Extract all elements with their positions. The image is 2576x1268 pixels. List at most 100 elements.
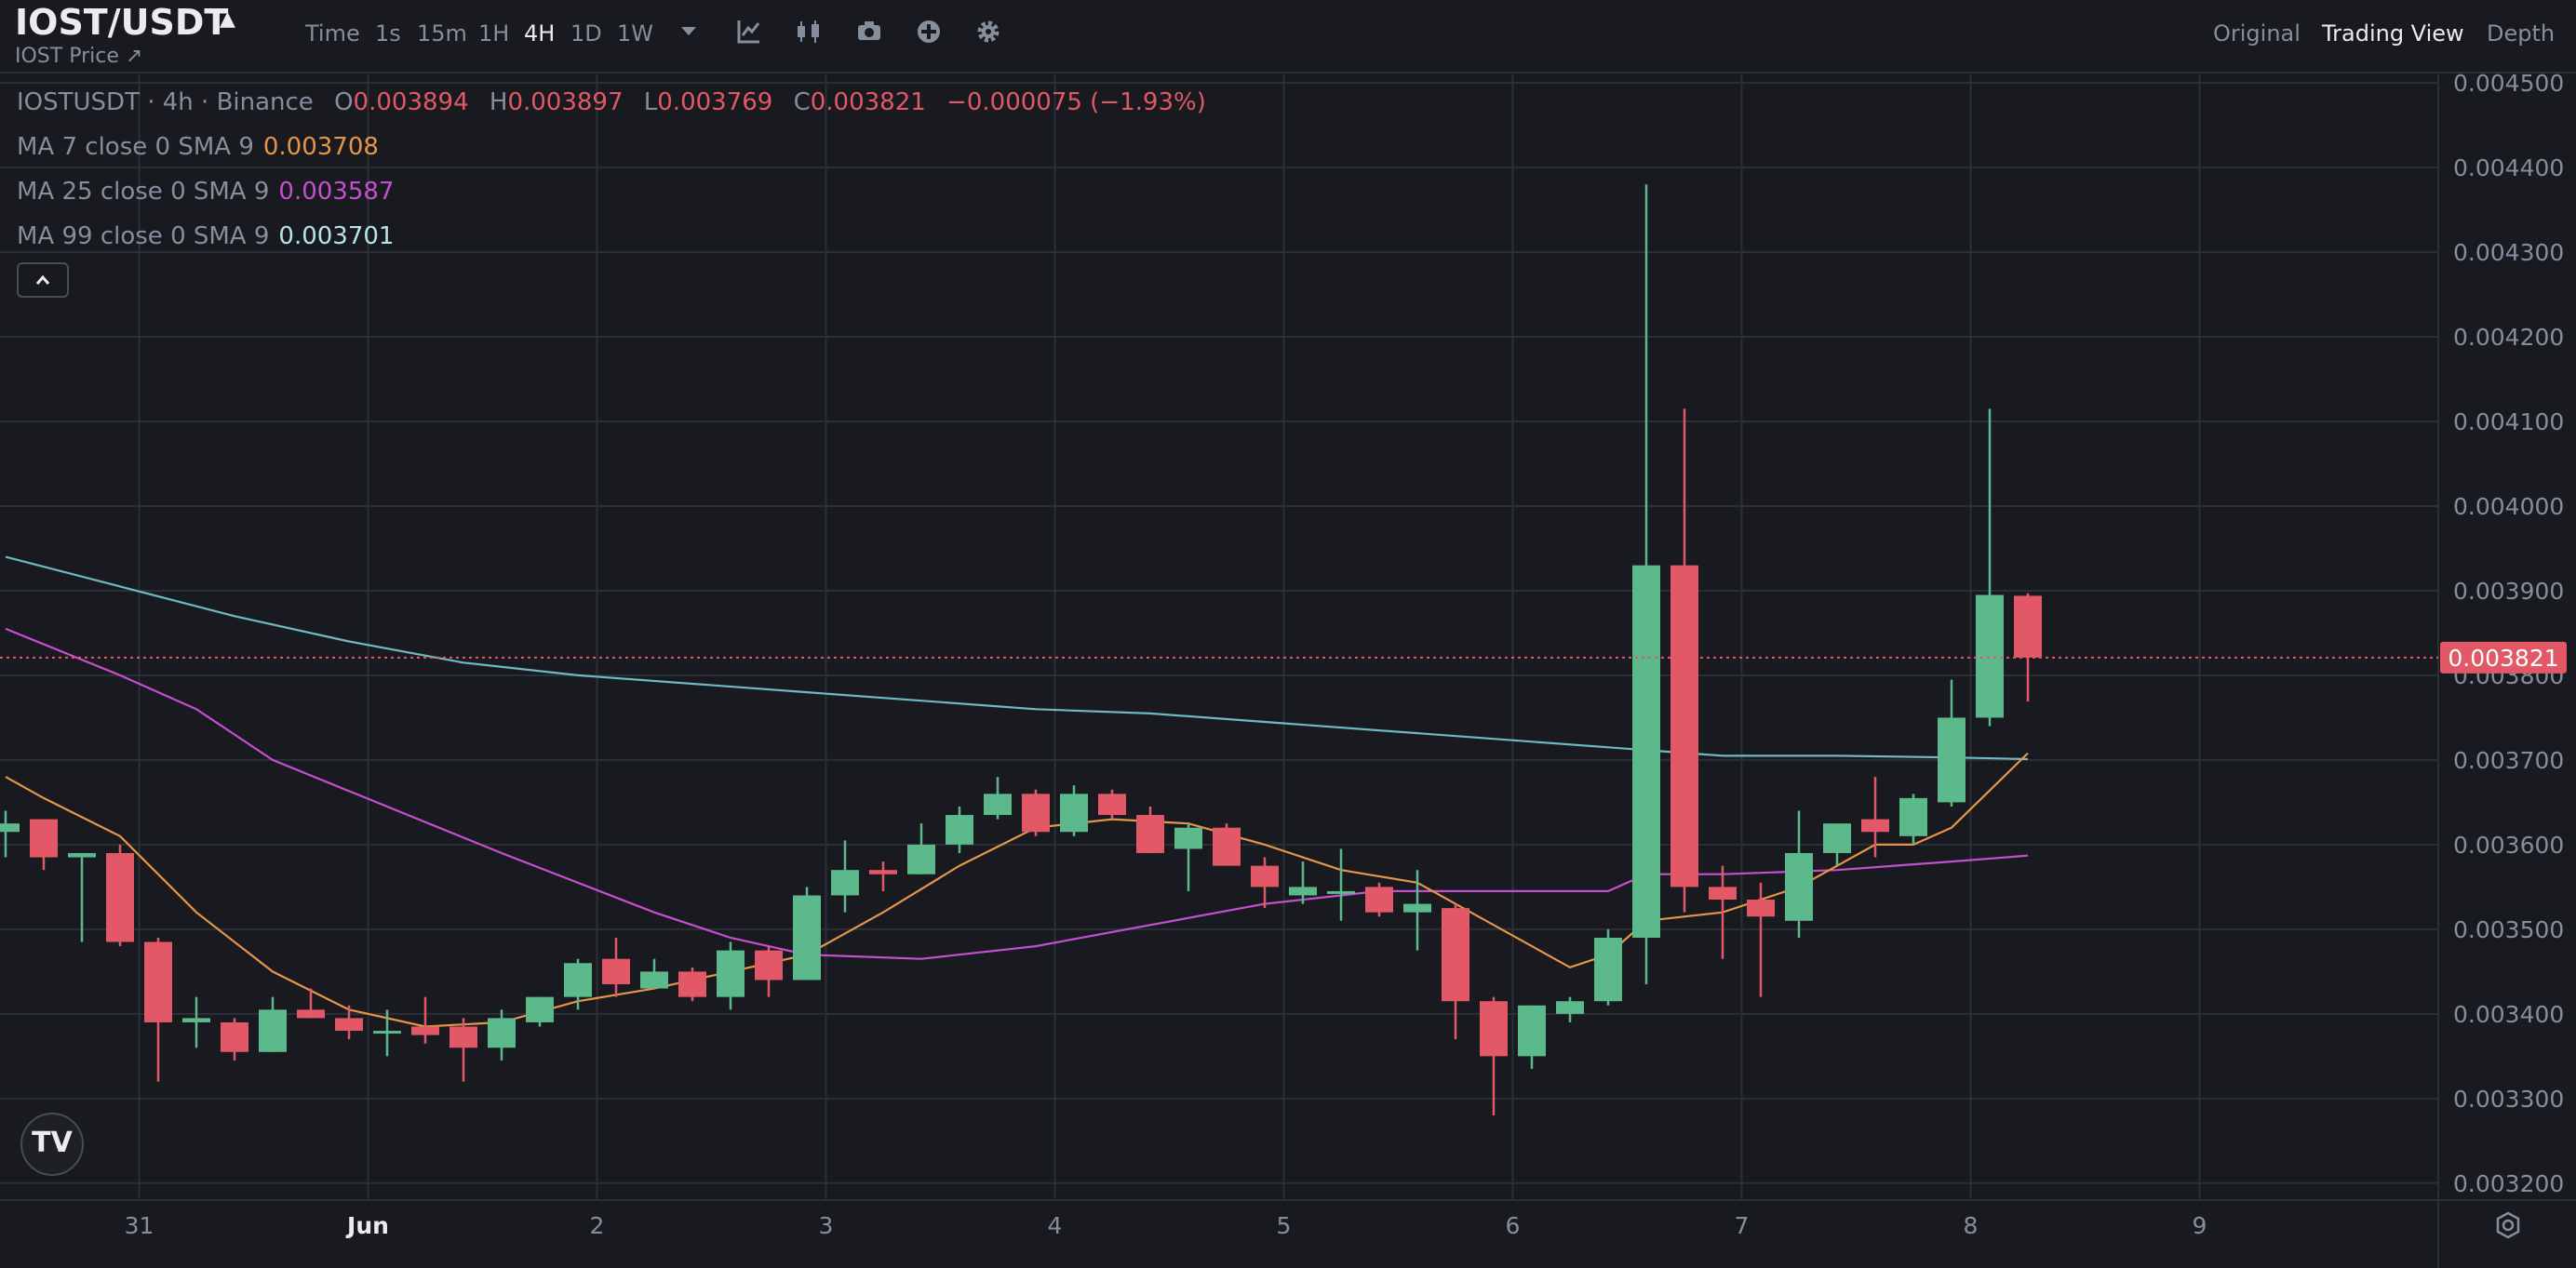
candle-body <box>984 794 1012 816</box>
view-original[interactable]: Original <box>2213 20 2301 47</box>
candle-body <box>1632 565 1660 938</box>
candle-body <box>946 815 973 845</box>
tab-1s[interactable]: 1s <box>375 20 401 47</box>
x-tick-label: 7 <box>1735 1212 1750 1239</box>
candle-body <box>411 1026 439 1035</box>
y-tick-label: 0.004200 <box>2453 324 2564 351</box>
y-tick-label: 0.003900 <box>2453 578 2564 605</box>
candle-body <box>1899 797 1927 836</box>
candle-body <box>1823 823 1851 853</box>
legend-high-label: H <box>489 88 508 116</box>
legend-ma25-label: MA 25 close 0 SMA 9 <box>17 178 270 206</box>
candle-body <box>182 1018 210 1022</box>
candle-body <box>1480 1001 1508 1057</box>
x-tick-label: Jun <box>345 1212 389 1239</box>
legend-symbol: IOSTUSDT · 4h · Binance <box>17 88 314 116</box>
legend-ma7-value: 0.003708 <box>262 133 379 161</box>
legend-ma99: MA 99 close 0 SMA 9 0.003701 <box>17 222 394 250</box>
view-trading-view[interactable]: Trading View <box>2322 20 2464 47</box>
candle-body <box>144 941 172 1022</box>
chart-settings-icon[interactable] <box>2494 1211 2522 1239</box>
legend-ma25-value: 0.003587 <box>278 178 395 206</box>
candle-body <box>1136 815 1164 853</box>
candle-body <box>488 1018 516 1048</box>
last-price-tag <box>2440 641 2567 674</box>
settings-gear-icon[interactable] <box>975 19 1001 48</box>
x-tick-label: 31 <box>125 1212 154 1239</box>
candle-body <box>1785 852 1813 921</box>
tab-4h[interactable]: 4H <box>524 20 556 47</box>
timeframe-dropdown-icon[interactable] <box>679 24 698 42</box>
candle-body <box>831 870 859 896</box>
candle-body <box>373 1031 401 1034</box>
candle-body <box>640 971 668 989</box>
tab-1w[interactable]: 1W <box>617 20 653 47</box>
candle-body <box>106 852 134 942</box>
tab-15m[interactable]: 15m <box>417 20 467 47</box>
candle-body <box>564 963 592 997</box>
top-toolbar: IOST/USDT ▲ IOST Price ↗ Time 1s 15m 1H … <box>0 0 2576 73</box>
x-tick-label: 3 <box>819 1212 834 1239</box>
pair-title[interactable]: IOST/USDT <box>15 2 229 43</box>
candle-body <box>1060 794 1088 833</box>
y-tick-label: 0.004300 <box>2453 239 2564 266</box>
legend-change: −0.000075 (−1.93%) <box>946 88 1206 116</box>
pair-subtitle-link[interactable]: IOST Price ↗ <box>15 45 143 68</box>
candle-body <box>793 895 821 981</box>
candle-body <box>678 971 706 997</box>
caret-up-icon[interactable]: ▲ <box>220 7 235 31</box>
legend-ohlc: IOSTUSDT · 4h · Binance O0.003894 H 0.003… <box>17 88 1206 116</box>
legend-close-label: C <box>793 88 811 116</box>
candle-type-icon[interactable] <box>795 19 823 48</box>
chevron-up-icon <box>35 274 50 285</box>
candle-body <box>1098 794 1126 816</box>
candle-body <box>1556 1001 1584 1014</box>
legend-close: 0.003821 <box>810 88 926 116</box>
legend-open: 0.003894 <box>353 88 469 116</box>
candle-body <box>1251 865 1279 888</box>
y-tick-label: 0.003200 <box>2453 1170 2564 1197</box>
candle-body <box>0 823 20 833</box>
tab-1h[interactable]: 1H <box>478 20 510 47</box>
y-tick-label: 0.004000 <box>2453 493 2564 520</box>
y-tick-label: 0.003700 <box>2453 747 2564 774</box>
candle-body <box>1747 900 1775 917</box>
tradingview-logo[interactable]: TV <box>20 1113 84 1176</box>
x-tick-label: 9 <box>2193 1212 2207 1239</box>
candle-body <box>1365 887 1393 913</box>
candle-body <box>1403 903 1431 913</box>
candle-body <box>1594 937 1622 1002</box>
indicators-icon[interactable] <box>737 19 761 48</box>
x-tick-label: 8 <box>1964 1212 1979 1239</box>
ma25-line <box>5 627 2029 960</box>
candle-body <box>1976 594 2004 718</box>
camera-icon[interactable] <box>856 19 882 47</box>
candle-body <box>30 819 58 858</box>
legend-open-label: O <box>334 88 354 116</box>
candle-body <box>221 1021 248 1052</box>
last-price-label: 0.003821 <box>2448 645 2558 672</box>
candle-body <box>297 1009 325 1019</box>
add-icon[interactable] <box>916 19 942 48</box>
legend-ma7-label: MA 7 close 0 SMA 9 <box>17 133 254 161</box>
view-depth[interactable]: Depth <box>2487 20 2556 47</box>
candle-body <box>717 950 745 997</box>
y-tick-label: 0.004500 <box>2453 70 2564 97</box>
candle-body <box>1518 1005 1546 1057</box>
candle-body <box>1289 887 1317 896</box>
candle-body <box>2014 595 2042 658</box>
y-tick-label: 0.004400 <box>2453 154 2564 181</box>
candle-body <box>1022 794 1050 833</box>
candle-body <box>1861 819 1889 833</box>
candle-body <box>1327 890 1355 894</box>
legend-ma7: MA 7 close 0 SMA 9 0.003708 <box>17 133 379 161</box>
y-tick-label: 0.003600 <box>2453 832 2564 859</box>
tab-time[interactable]: Time <box>305 20 360 47</box>
legend-ma99-value: 0.003701 <box>278 222 395 250</box>
x-tick-label: 6 <box>1506 1212 1521 1239</box>
x-tick-label: 4 <box>1048 1212 1063 1239</box>
tab-1d[interactable]: 1D <box>570 20 602 47</box>
candle-body <box>1670 565 1698 888</box>
collapse-legend-button[interactable] <box>17 262 69 298</box>
